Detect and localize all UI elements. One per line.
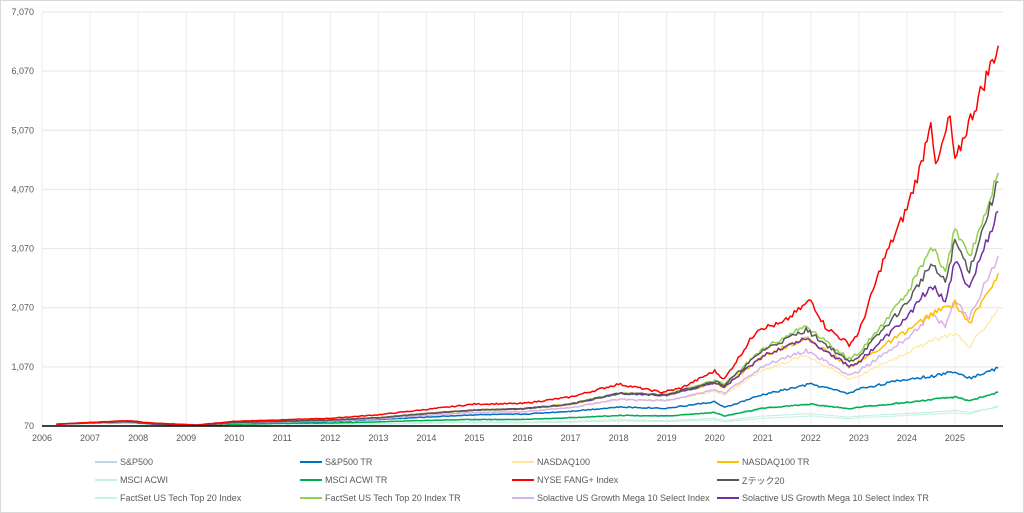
- legend-item: S&P500: [95, 455, 153, 469]
- legend-swatch: [512, 479, 534, 481]
- series-lines: [56, 45, 999, 427]
- x-axis-tick-labels: 2006 2007 2008 2009 2010 2011 2012 2013 2014 2015…: [32, 433, 965, 443]
- legend-item: S&P500 TR: [300, 455, 372, 469]
- legend-item: Solactive US Growth Mega 10 Select Index…: [717, 491, 929, 505]
- x-tick-label: 2019: [657, 433, 677, 443]
- series-line: [56, 255, 999, 427]
- legend-swatch: [95, 461, 117, 463]
- y-tick-label: 7,070: [11, 7, 34, 17]
- legend-swatch: [300, 497, 322, 499]
- legend-item: FactSet US Tech Top 20 Index: [95, 491, 241, 505]
- x-tick-label: 2021: [753, 433, 773, 443]
- legend-item: FactSet US Tech Top 20 Index TR: [300, 491, 461, 505]
- y-tick-label: 4,070: [11, 184, 34, 194]
- x-tick-label: 2015: [464, 433, 484, 443]
- x-tick-label: 2007: [80, 433, 100, 443]
- x-tick-label: 2017: [561, 433, 581, 443]
- x-tick-label: 2008: [128, 433, 148, 443]
- legend-label: FactSet US Tech Top 20 Index TR: [325, 493, 461, 503]
- series-line: [56, 45, 999, 426]
- series-line: [56, 172, 999, 427]
- x-tick-label: 2009: [176, 433, 196, 443]
- y-tick-label: 70: [24, 421, 34, 431]
- legend-label: Solactive US Growth Mega 10 Select Index: [537, 493, 710, 503]
- legend-swatch: [717, 461, 739, 463]
- legend-swatch: [512, 461, 534, 463]
- legend-label: S&P500: [120, 457, 154, 467]
- legend-item: NYSE FANG+ Index: [512, 473, 618, 487]
- legend-item: Solactive US Growth Mega 10 Select Index: [512, 491, 710, 505]
- x-tick-label: 2006: [32, 433, 52, 443]
- y-axis-tick-labels: 70 1,070 2,070 3,070 4,070 5,070 6,070 7,070: [11, 7, 34, 431]
- x-tick-label: 2014: [416, 433, 436, 443]
- legend-swatch: [717, 479, 739, 481]
- y-tick-label: 2,070: [11, 303, 34, 313]
- y-tick-label: 5,070: [11, 125, 34, 135]
- y-tick-label: 6,070: [11, 66, 34, 76]
- legend-item: NASDAQ100: [512, 455, 590, 469]
- legend-label: NASDAQ100: [537, 457, 591, 467]
- x-tick-label: 2012: [320, 433, 340, 443]
- legend-label: Zテック20: [742, 475, 785, 486]
- legend-swatch: [717, 497, 739, 499]
- legend-label: MSCI ACWI TR: [325, 475, 388, 485]
- x-tick-label: 2013: [368, 433, 388, 443]
- legend-item: MSCI ACWI TR: [300, 473, 387, 487]
- legend-label: FactSet US Tech Top 20 Index: [120, 493, 242, 503]
- legend-item: MSCI ACWI: [95, 473, 168, 487]
- legend-label: NYSE FANG+ Index: [537, 475, 619, 485]
- legend-swatch: [95, 479, 117, 481]
- series-line: [56, 210, 999, 427]
- legend-label: MSCI ACWI: [120, 475, 169, 485]
- y-tick-label: 3,070: [11, 244, 34, 254]
- legend-swatch: [300, 461, 322, 463]
- y-tick-label: 1,070: [11, 362, 34, 372]
- x-tick-label: 2025: [945, 433, 965, 443]
- legend-label: Solactive US Growth Mega 10 Select Index…: [742, 493, 929, 503]
- legend-label: S&P500 TR: [325, 457, 373, 467]
- legend-item: NASDAQ100 TR: [717, 455, 809, 469]
- legend-label: NASDAQ100 TR: [742, 457, 810, 467]
- x-tick-label: 2018: [609, 433, 629, 443]
- x-tick-label: 2022: [801, 433, 821, 443]
- legend-swatch: [512, 497, 534, 499]
- x-tick-label: 2023: [849, 433, 869, 443]
- legend-item: Zテック20: [717, 473, 785, 487]
- legend-swatch: [300, 479, 322, 481]
- x-tick-label: 2016: [512, 433, 532, 443]
- x-tick-label: 2020: [705, 433, 725, 443]
- legend-swatch: [95, 497, 117, 499]
- x-tick-label: 2011: [273, 433, 292, 443]
- gridlines: [41, 11, 1003, 427]
- x-tick-label: 2010: [224, 433, 244, 443]
- x-tick-label: 2024: [897, 433, 917, 443]
